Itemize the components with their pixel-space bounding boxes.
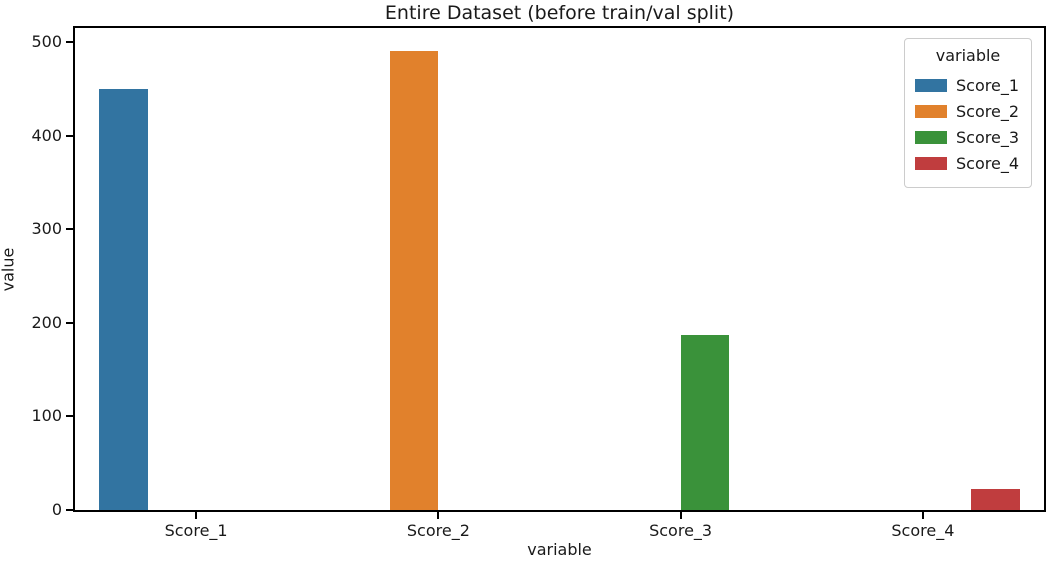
legend-entry-score_4: Score_4	[915, 154, 1021, 173]
legend-label: Score_3	[956, 128, 1019, 147]
y-tick-label: 500	[31, 32, 62, 51]
y-tick-label: 0	[51, 500, 62, 519]
x-tick-label: Score_3	[649, 521, 713, 540]
legend-swatch	[915, 157, 947, 170]
legend-swatch	[915, 131, 947, 144]
x-tick-label: Score_4	[891, 521, 955, 540]
legend-swatch	[915, 79, 947, 92]
y-tick-label: 300	[31, 219, 62, 239]
legend-swatch	[915, 105, 947, 118]
legend-label: Score_1	[956, 76, 1019, 95]
y-tick-mark	[66, 41, 73, 43]
chart-title: Entire Dataset (before train/val split)	[384, 2, 735, 24]
legend-label: Score_2	[956, 102, 1019, 121]
y-tick-mark	[66, 321, 73, 324]
bar-score_1	[99, 88, 148, 510]
legend: variable Score_1 Score_2 Score_3 Score_4	[904, 38, 1032, 188]
legend-entry-score_2: Score_2	[915, 102, 1021, 121]
x-axis-label: variable	[527, 540, 592, 559]
y-axis-label: value	[0, 247, 18, 292]
y-tick-label: 400	[31, 125, 62, 145]
y-tick-mark	[66, 415, 73, 418]
legend-title: variable	[935, 46, 1001, 65]
x-tick-label: Score_2	[406, 521, 470, 540]
legend-entries: Score_1 Score_2 Score_3 Score_4	[915, 76, 1021, 173]
legend-label: Score_4	[956, 154, 1019, 173]
y-tick-mark	[66, 134, 73, 137]
bar-score_2	[389, 50, 439, 510]
y-tick-label: 100	[31, 406, 62, 426]
legend-entry-score_3: Score_3	[915, 128, 1021, 147]
x-tick-mark	[921, 512, 924, 519]
y-tick-mark	[66, 228, 73, 231]
x-tick-mark	[195, 512, 198, 519]
x-tick-label: Score_1	[164, 521, 228, 540]
x-tick-mark	[437, 512, 440, 519]
axes-spines	[73, 26, 1046, 512]
bar-score_3	[680, 335, 730, 510]
y-tick-mark	[66, 509, 73, 511]
bar-score_4	[971, 489, 1020, 510]
legend-entry-score_1: Score_1	[915, 76, 1021, 95]
x-tick-mark	[679, 512, 682, 519]
plot-area: variable Score_1 Score_2 Score_3 Score_4	[73, 26, 1046, 512]
y-tick-label: 200	[31, 312, 62, 332]
